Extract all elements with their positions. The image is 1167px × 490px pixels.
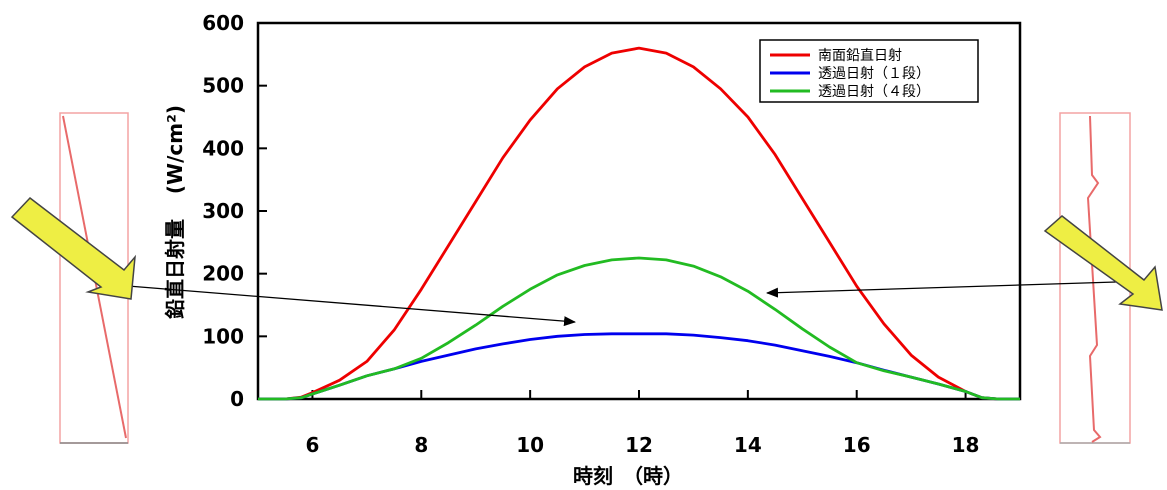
svg-text:鉛直日射量 (W/cm²): 鉛直日射量 (W/cm²)	[163, 105, 187, 319]
x-axis-ticks: 6 8 10 12 14 16 18	[305, 390, 979, 457]
y-tick-label: 200	[202, 262, 244, 286]
legend-label-2: 透過日射（１段）	[818, 66, 930, 82]
x-axis-label: 時刻 （時）	[573, 464, 683, 488]
y-tick-label: 500	[202, 74, 244, 98]
series-lines	[258, 46, 1020, 401]
y-tick-label: 400	[202, 136, 244, 160]
pointer-arrow-right	[766, 281, 1117, 298]
x-tick-label: 16	[843, 433, 871, 457]
y-axis-label: 鉛直日射量 (W/cm²)	[163, 105, 187, 319]
sunlight-arrow-left	[10, 196, 136, 300]
y-axis-label-unit: (W/cm²)	[163, 105, 187, 194]
x-tick-label: 18	[952, 433, 980, 457]
x-tick-label: 14	[734, 433, 762, 457]
legend-label-1: 南面鉛直日射	[818, 47, 902, 64]
y-tick-label: 0	[230, 387, 244, 411]
y-tick-label: 600	[202, 11, 244, 35]
series-line-2	[258, 332, 1020, 401]
x-tick-label: 10	[516, 433, 544, 457]
right-glass-zigzag-line	[1086, 115, 1102, 443]
x-tick-label: 12	[625, 433, 653, 457]
series-line-3	[258, 256, 1020, 401]
y-tick-label: 100	[202, 324, 244, 348]
legend-label-3: 透過日射（４段）	[818, 84, 930, 100]
y-axis-ticks: 0 100 200 300 400 500 600	[202, 11, 267, 411]
x-tick-label: 8	[414, 433, 428, 457]
x-tick-label: 6	[305, 433, 319, 457]
series-line-1	[258, 46, 1020, 401]
pointer-arrow-left	[127, 285, 576, 327]
y-axis-label-main: 鉛直日射量	[163, 219, 187, 319]
sunlight-arrow-right	[1043, 215, 1163, 311]
y-tick-label: 300	[202, 199, 244, 223]
